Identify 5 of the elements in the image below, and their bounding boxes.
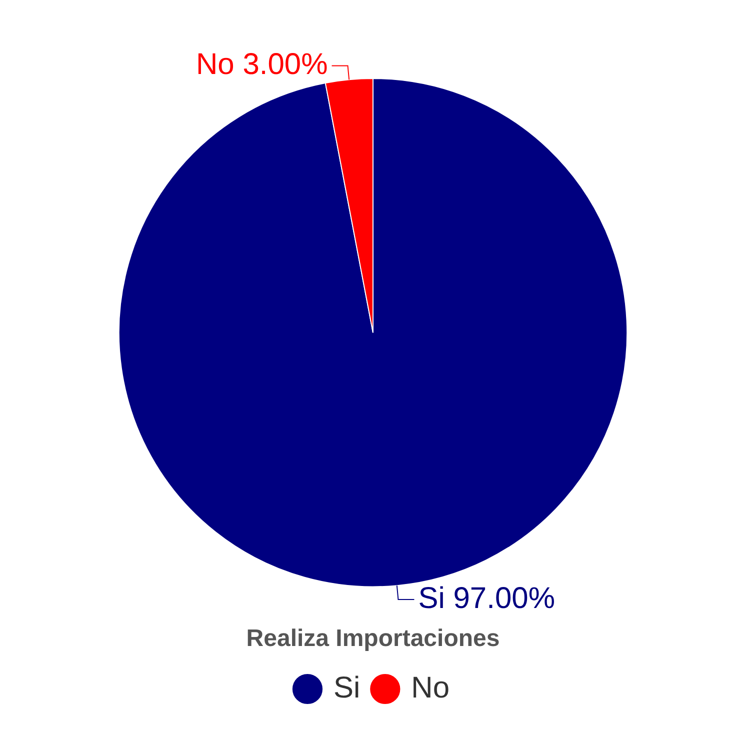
legend-title: Realiza Importaciones (246, 624, 500, 652)
legend-label: No (411, 671, 450, 704)
data-label: No 3.00% (196, 48, 328, 81)
legend-label: Si (333, 671, 360, 704)
data-label: Si 97.00% (418, 582, 555, 615)
